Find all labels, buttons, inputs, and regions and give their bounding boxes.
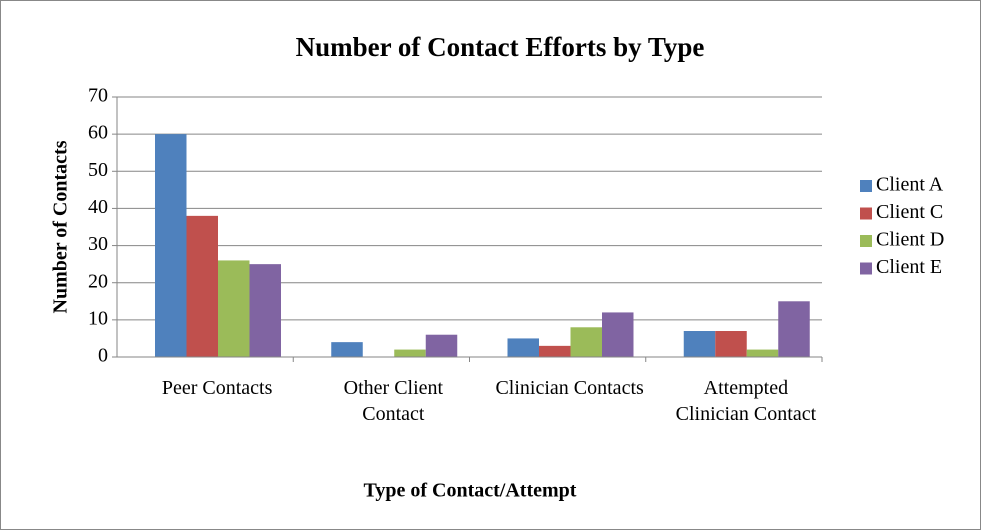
- bar: [249, 264, 281, 357]
- x-axis-label: Type of Contact/Attempt: [364, 480, 577, 502]
- legend-swatch: [860, 262, 872, 275]
- y-tick-label: 50: [88, 159, 108, 181]
- x-tick-label: Other Client Contact: [343, 377, 444, 425]
- legend-swatch: [860, 207, 872, 220]
- legend-label: Client E: [876, 256, 942, 278]
- x-tick-label: Peer Contacts: [161, 377, 273, 399]
- y-axis-label: Number of Contacts: [50, 140, 72, 313]
- bar: [186, 215, 218, 357]
- y-tick-label: 30: [88, 233, 108, 255]
- x-tick-label: Attempted Clinician Contact: [675, 377, 817, 425]
- bar: [715, 331, 747, 357]
- bar: [331, 342, 363, 357]
- y-tick-label: 60: [88, 122, 108, 144]
- bar: [425, 334, 458, 357]
- bar: [539, 345, 571, 357]
- y-tick-label: 20: [88, 270, 108, 292]
- bar: [683, 331, 716, 357]
- bar: [218, 260, 250, 357]
- y-tick-label: 70: [88, 85, 108, 107]
- bar: [394, 349, 426, 357]
- chart-title: Number of Contact Efforts by Type: [296, 32, 705, 62]
- bar: [602, 312, 634, 357]
- legend-label: Client C: [876, 201, 943, 223]
- legend-label: Client A: [876, 174, 944, 196]
- legend-swatch: [860, 235, 872, 247]
- y-tick-label: 0: [98, 345, 108, 367]
- y-tick-label: 10: [88, 307, 108, 329]
- bar: [746, 349, 779, 357]
- bar: [507, 338, 539, 357]
- bar: [778, 301, 810, 357]
- legend-label: Client D: [876, 229, 944, 251]
- y-tick-label: 40: [88, 196, 108, 218]
- bar: [570, 327, 602, 357]
- x-tick-label: Clinician Contacts: [495, 377, 644, 399]
- bar: [155, 134, 187, 357]
- legend-swatch: [860, 180, 872, 192]
